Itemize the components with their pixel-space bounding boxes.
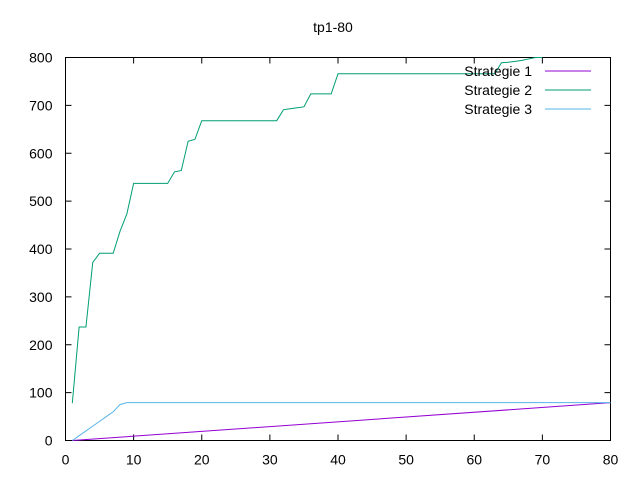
x-tick-label: 40 bbox=[330, 452, 346, 468]
x-tick-label: 70 bbox=[535, 452, 551, 468]
legend-label-strategie-2: Strategie 2 bbox=[464, 82, 532, 98]
y-tick-label: 100 bbox=[29, 385, 53, 401]
legend-label-strategie-1: Strategie 1 bbox=[464, 63, 532, 79]
y-axis: 0 100 200 300 400 500 600 700 800 bbox=[29, 50, 611, 449]
legend-label-strategie-3: Strategie 3 bbox=[464, 101, 532, 117]
y-tick-label: 200 bbox=[29, 337, 53, 353]
x-axis: 0 10 20 30 40 50 60 70 80 bbox=[62, 57, 619, 468]
chart-title: tp1-80 bbox=[313, 19, 353, 35]
y-tick-label: 800 bbox=[29, 50, 53, 66]
y-tick-label: 0 bbox=[45, 433, 53, 449]
series-line-strategie-1 bbox=[72, 402, 611, 441]
x-tick-label: 20 bbox=[194, 452, 210, 468]
series-lines bbox=[71, 57, 611, 441]
y-tick-label: 300 bbox=[29, 289, 53, 305]
x-tick-label: 60 bbox=[466, 452, 482, 468]
x-tick-label: 80 bbox=[603, 452, 619, 468]
y-tick-label: 700 bbox=[29, 97, 53, 113]
series-line-strategie-3 bbox=[72, 402, 611, 441]
y-tick-label: 400 bbox=[29, 241, 53, 257]
x-tick-label: 10 bbox=[126, 452, 142, 468]
x-tick-label: 50 bbox=[398, 452, 414, 468]
legend: Strategie 1 Strategie 2 Strategie 3 bbox=[464, 63, 591, 117]
y-tick-label: 500 bbox=[29, 193, 53, 209]
x-tick-label: 30 bbox=[262, 452, 278, 468]
y-tick-label: 600 bbox=[29, 145, 53, 161]
series-line-strategie-2 bbox=[71, 57, 543, 404]
x-tick-label: 0 bbox=[62, 452, 70, 468]
